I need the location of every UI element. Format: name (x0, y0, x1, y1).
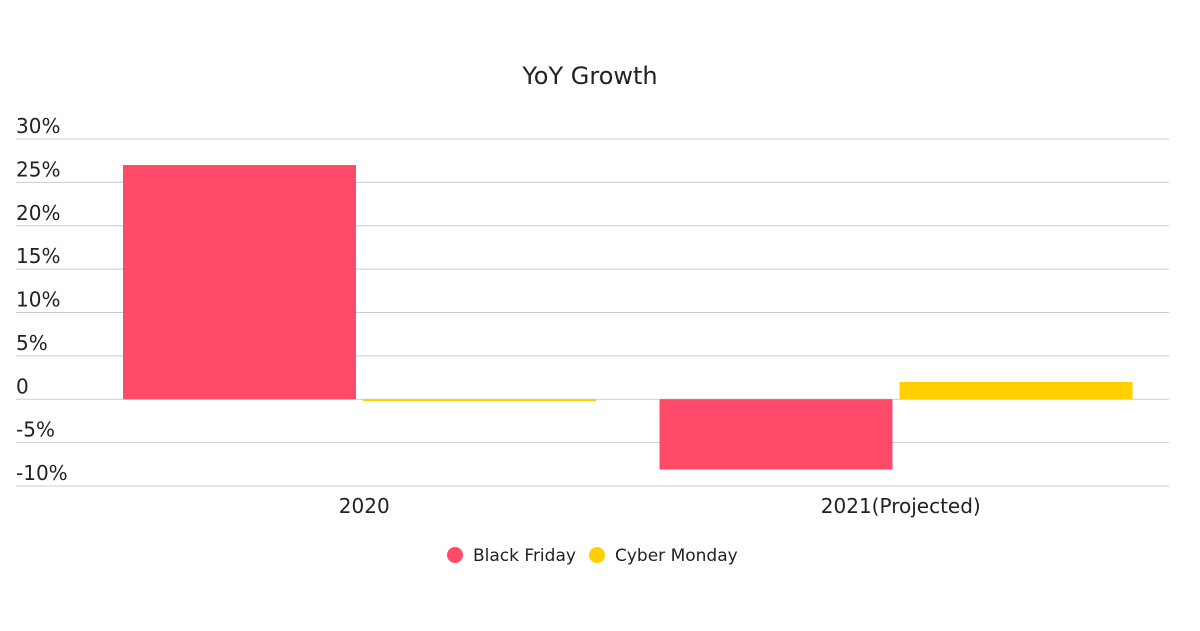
bar-black-friday (123, 165, 356, 400)
bar-cyber-monday (363, 399, 596, 402)
x-tick-label: 2021(Projected) (821, 494, 981, 518)
bar-cyber-monday (899, 381, 1133, 400)
legend-marker (589, 547, 605, 563)
y-tick-label: 10% (16, 288, 60, 312)
y-tick-label: -5% (16, 418, 55, 442)
legend-label: Cyber Monday (615, 546, 738, 566)
y-tick-label: -10% (16, 461, 68, 485)
y-tick-label: 20% (16, 201, 60, 225)
y-tick-label: 25% (16, 157, 60, 181)
legend-label: Black Friday (473, 546, 576, 566)
legend-marker (447, 547, 463, 563)
y-tick-label: 0 (16, 374, 29, 398)
y-tick-label: 30% (16, 114, 60, 138)
bar-black-friday (659, 399, 893, 470)
y-tick-label: 15% (16, 244, 60, 268)
y-tick-label: 5% (16, 331, 48, 355)
x-tick-label: 2020 (339, 494, 390, 518)
chart-title: YoY Growth (521, 62, 657, 90)
